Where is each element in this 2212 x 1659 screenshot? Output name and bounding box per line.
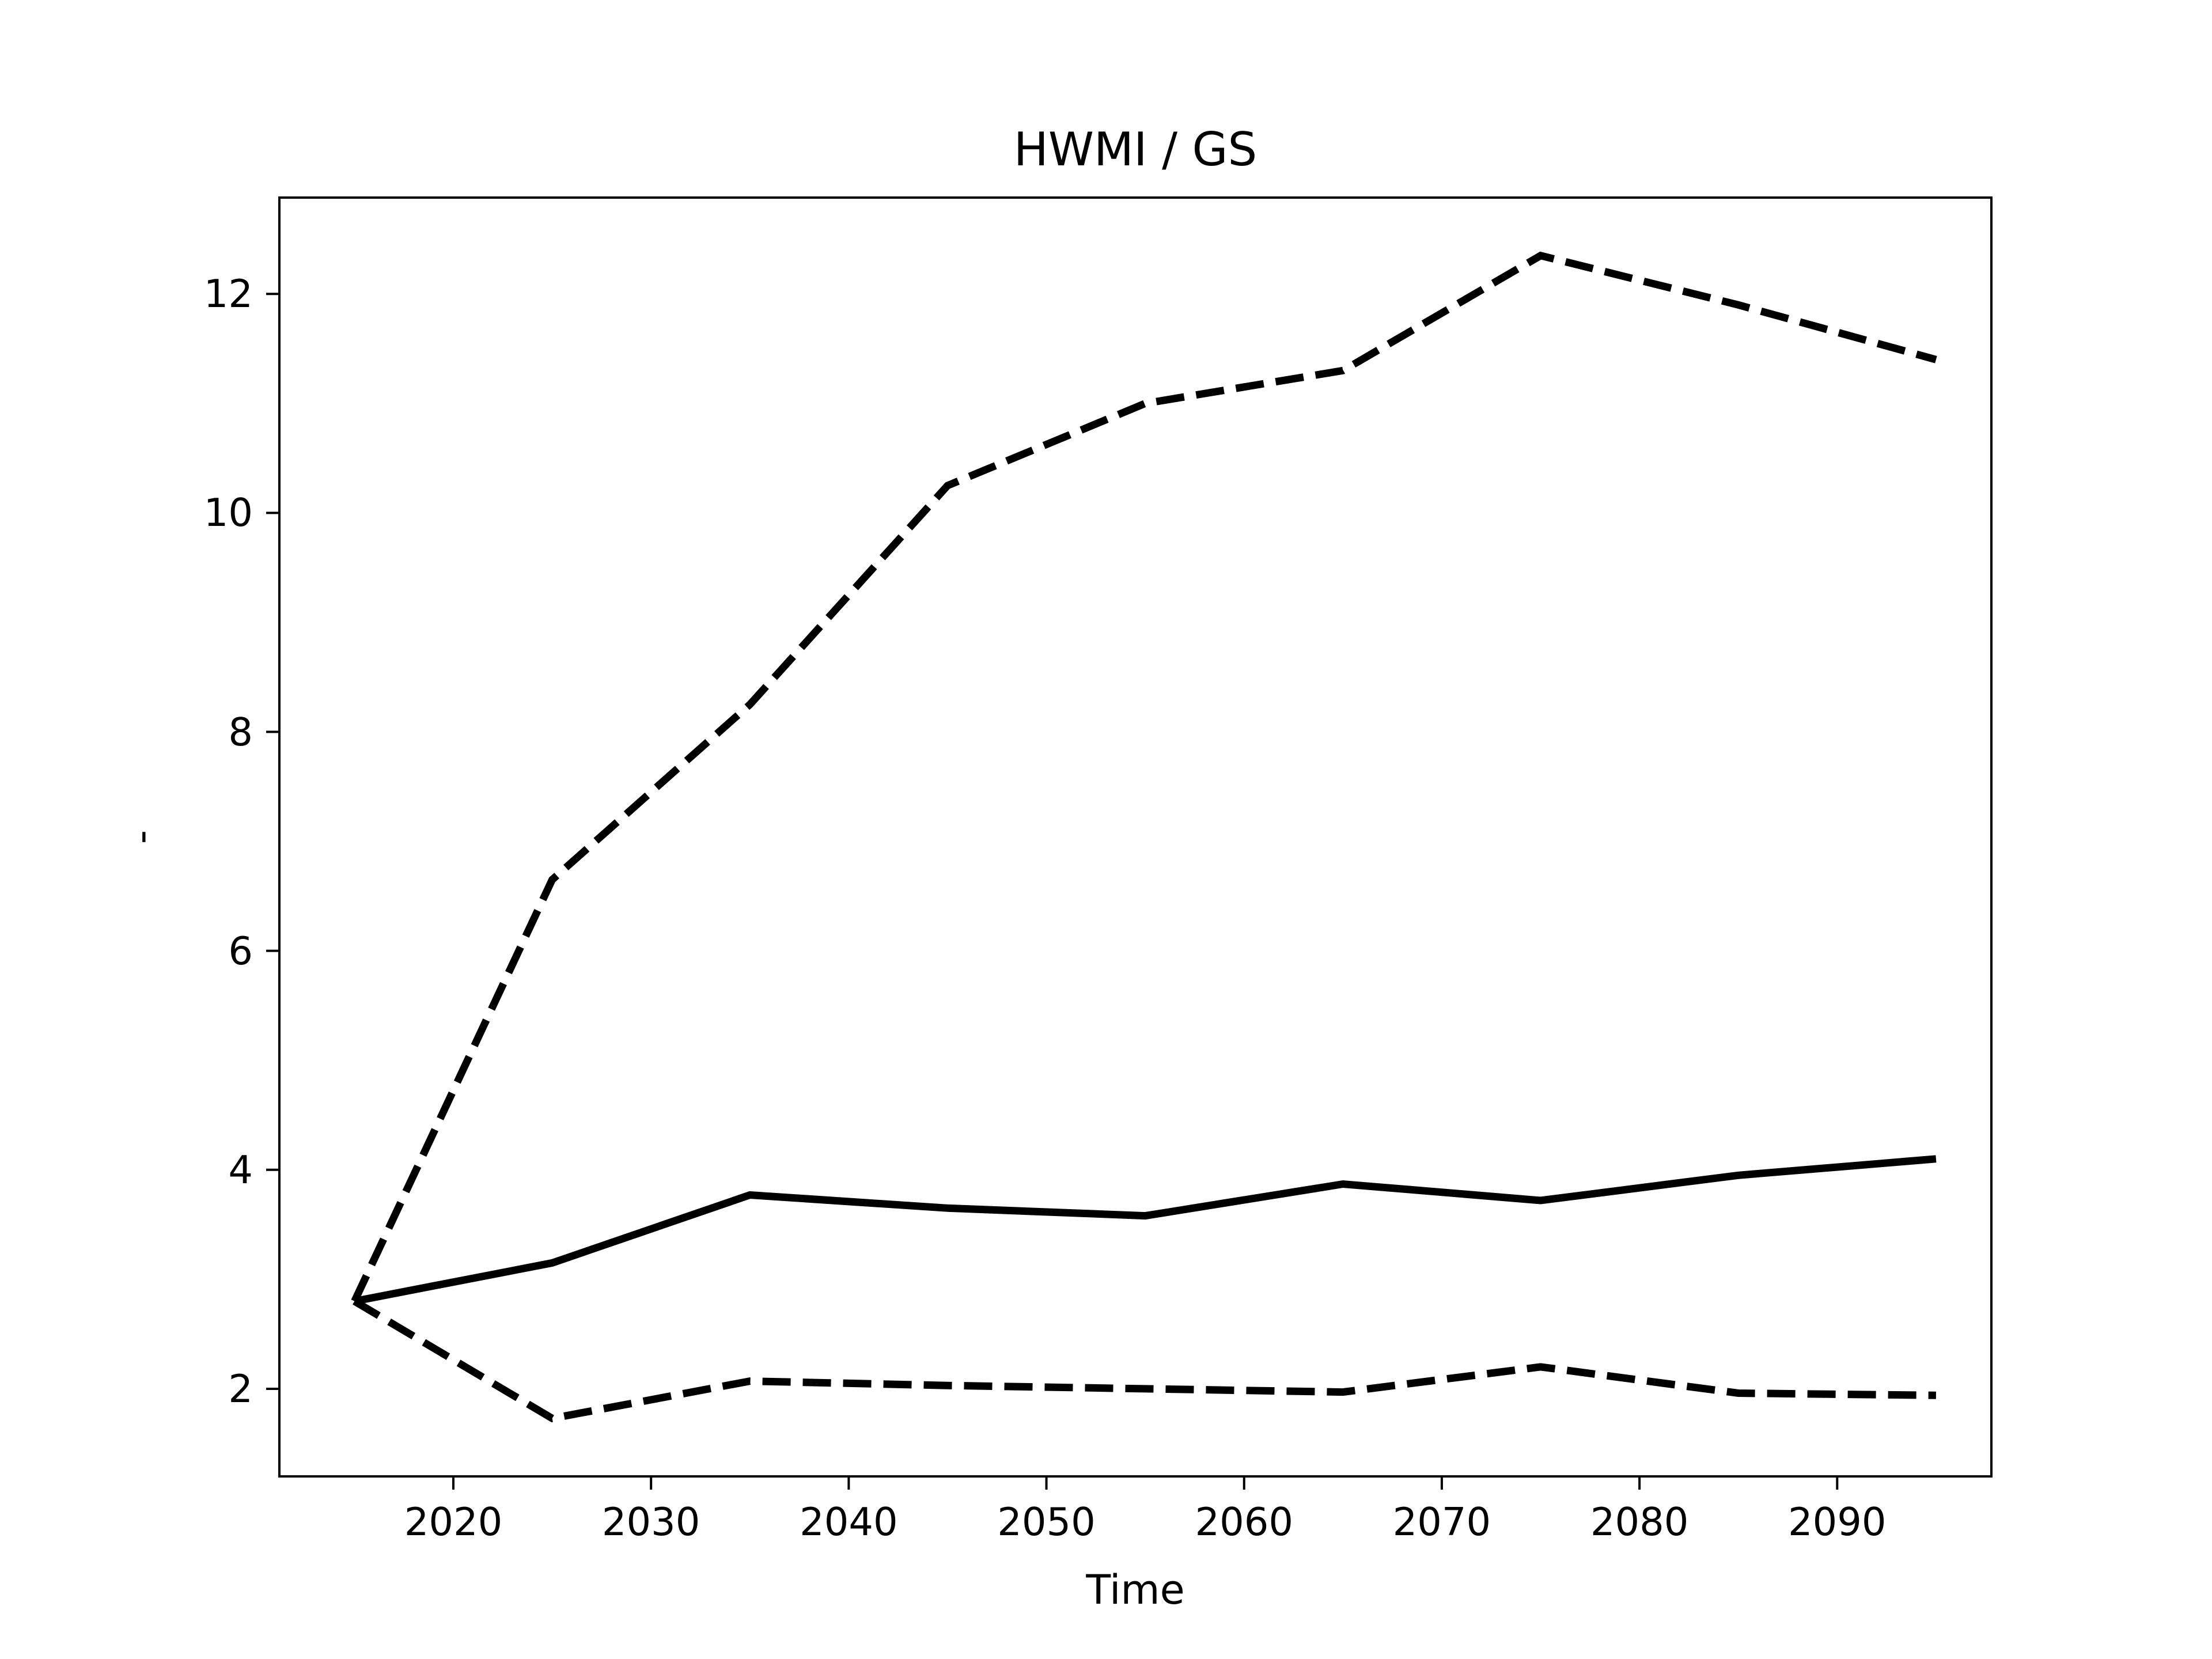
axes-frame xyxy=(278,196,1993,1478)
x-tick-label: 2020 xyxy=(404,1499,503,1544)
y-tick-label: 2 xyxy=(228,1366,253,1411)
x-tick-label: 2030 xyxy=(601,1499,700,1544)
x-tick-label: 2070 xyxy=(1392,1499,1491,1544)
series-line-upper-bound-dashed xyxy=(351,251,1937,1303)
chart-title: HWMI / GS xyxy=(1013,123,1257,176)
series-line-mean-solid xyxy=(354,1155,1937,1305)
y-tick-label: 8 xyxy=(228,709,253,755)
y-tick-label: 10 xyxy=(203,490,253,536)
series-line-lower-bound-dashed xyxy=(353,1298,1936,1423)
y-axis-label: - xyxy=(119,830,164,844)
x-tick-label: 2090 xyxy=(1788,1499,1887,1544)
x-tick-label: 2080 xyxy=(1590,1499,1689,1544)
x-axis-label: Time xyxy=(1086,1566,1185,1613)
y-tick-label: 12 xyxy=(203,271,253,317)
x-tick-label: 2060 xyxy=(1195,1499,1294,1544)
x-tick-label: 2040 xyxy=(800,1499,898,1544)
x-tick-label: 2050 xyxy=(997,1499,1096,1544)
y-tick-label: 6 xyxy=(228,928,253,974)
y-tick-label: 4 xyxy=(228,1147,253,1192)
